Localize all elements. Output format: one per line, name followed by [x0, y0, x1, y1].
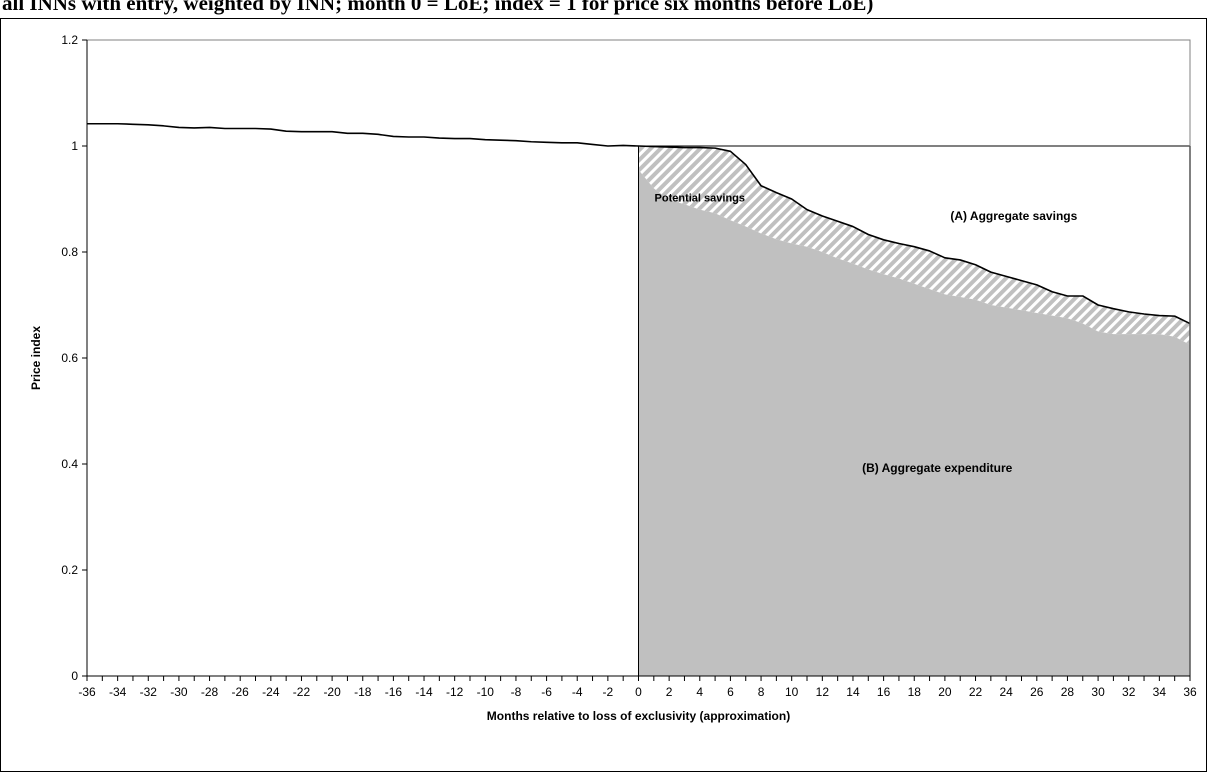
x-tick-label: -30	[170, 685, 188, 699]
x-tick-label: -22	[293, 685, 311, 699]
x-tick-label: 4	[696, 685, 703, 699]
x-tick-label: -28	[201, 685, 219, 699]
x-tick-label: 0	[635, 685, 642, 699]
x-tick-label: -10	[477, 685, 495, 699]
area-fills	[638, 146, 1190, 676]
x-tick-label: -26	[232, 685, 250, 699]
x-tick-label: -34	[109, 685, 127, 699]
x-tick-label: 28	[1061, 685, 1075, 699]
x-tick-label: 26	[1030, 685, 1044, 699]
x-tick-label: 36	[1183, 685, 1197, 699]
x-tick-label: -2	[603, 685, 614, 699]
y-tick-label: 0	[71, 669, 78, 683]
y-tick-label: 0.4	[61, 457, 78, 471]
x-tick-label: 12	[816, 685, 830, 699]
y-tick-label: 0.6	[61, 351, 78, 365]
x-tick-label: -6	[541, 685, 552, 699]
potential-savings-area	[638, 146, 1190, 345]
x-tick-label: -12	[446, 685, 464, 699]
potential-savings-label: Potential savings	[655, 193, 745, 205]
x-tick-label: 10	[785, 685, 799, 699]
price-index-chart: Price index Months relative to loss of e…	[29, 33, 1197, 723]
x-tick-label: 22	[969, 685, 983, 699]
x-tick-label: 30	[1091, 685, 1105, 699]
aggregate-expenditure-label: (B) Aggregate expenditure	[862, 461, 1013, 475]
x-tick-label: 8	[758, 685, 765, 699]
x-tick-label: 18	[908, 685, 922, 699]
x-tick-label: -36	[78, 685, 96, 699]
chart-caption: all INNs with entry, weighted by INN; mo…	[2, 0, 874, 15]
x-tick-label: 16	[877, 685, 891, 699]
x-tick-label: -32	[140, 685, 158, 699]
x-tick-label: -8	[511, 685, 522, 699]
aggregate-expenditure-area	[638, 169, 1190, 676]
y-tick-label: 0.2	[61, 563, 78, 577]
x-tick-label: 32	[1122, 685, 1136, 699]
x-tick-label: -14	[415, 685, 433, 699]
x-tick-label: -20	[323, 685, 341, 699]
x-axis-label: Months relative to loss of exclusivity (…	[487, 709, 790, 723]
chart-text: Price index Months relative to loss of e…	[29, 33, 1197, 723]
y-tick-label: 0.8	[61, 245, 78, 259]
y-tick-label: 1.2	[61, 33, 78, 47]
x-tick-label: 34	[1153, 685, 1167, 699]
x-tick-label: 2	[666, 685, 673, 699]
x-tick-label: -4	[572, 685, 583, 699]
chart-axes	[82, 39, 1191, 681]
y-axis-label: Price index	[29, 326, 43, 390]
x-tick-label: 24	[999, 685, 1013, 699]
x-tick-label: 14	[846, 685, 860, 699]
x-tick-label: -16	[385, 685, 403, 699]
x-tick-label: -18	[354, 685, 372, 699]
x-tick-label: 6	[727, 685, 734, 699]
x-tick-label: 20	[938, 685, 952, 699]
aggregate-savings-label: (A) Aggregate savings	[950, 209, 1077, 223]
chart-frame: Price index Months relative to loss of e…	[0, 18, 1207, 772]
y-tick-label: 1	[71, 139, 78, 153]
x-tick-label: -24	[262, 685, 280, 699]
price-index-line	[87, 122, 1191, 325]
